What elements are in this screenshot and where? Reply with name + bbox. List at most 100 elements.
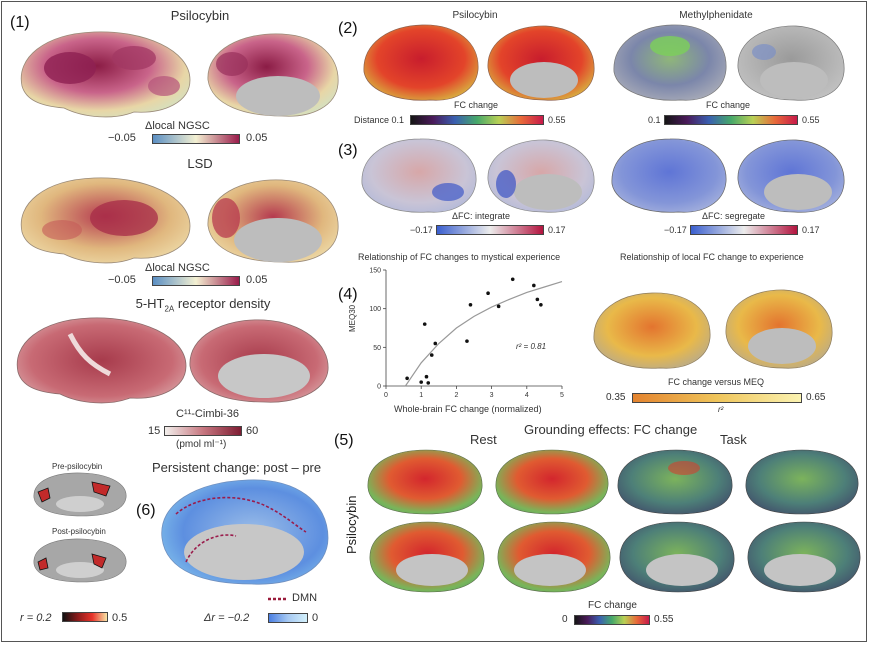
p3-right-colorbar bbox=[690, 225, 798, 235]
rest-right-lateral-brain bbox=[495, 449, 609, 515]
scatter-point bbox=[433, 341, 438, 346]
x-tick-label: 4 bbox=[525, 392, 529, 399]
receptor-cb-label: C¹¹-Cimbi-36 bbox=[176, 408, 239, 420]
meq-brain-title: Relationship of local FC change to exper… bbox=[620, 252, 804, 262]
dmn-legend-label: DMN bbox=[292, 592, 318, 604]
persistent-cb-max: 0 bbox=[312, 612, 319, 624]
psilocybin-medial-brain bbox=[207, 33, 339, 117]
p2-left-cb-label: FC change bbox=[454, 100, 499, 110]
scatter-point bbox=[405, 376, 409, 381]
p3-left-colorbar bbox=[436, 225, 544, 235]
meq-cb-sub: r² bbox=[718, 405, 724, 414]
scatter-point bbox=[496, 304, 501, 309]
dmn-legend-line bbox=[268, 597, 288, 601]
p2-right-cb-label: FC change bbox=[706, 100, 751, 110]
cb1-label: Δlocal NGSC bbox=[145, 120, 210, 132]
scatter-point bbox=[539, 303, 543, 307]
receptor-medial-brain bbox=[189, 319, 329, 403]
meq-cb-min: 0.35 bbox=[606, 392, 626, 403]
panel-3-label: (3) bbox=[338, 142, 358, 159]
p5-colorbar bbox=[574, 615, 650, 625]
scatter-point bbox=[486, 291, 490, 295]
integrate-medial-brain bbox=[487, 139, 595, 213]
persistent-colorbar bbox=[268, 613, 308, 623]
psilocybin-lateral-brain bbox=[20, 31, 191, 118]
lsd-medial-brain bbox=[207, 179, 339, 263]
receptor-title: 5-HT2A receptor density bbox=[135, 296, 271, 314]
ngsc-colorbar-2 bbox=[152, 276, 240, 286]
meq-medial-brain bbox=[725, 289, 833, 369]
p2-right-colorbar bbox=[664, 115, 798, 125]
scatter-ylabel: MEQ30 bbox=[348, 304, 357, 332]
methylphenidate-fc-lateral-brain bbox=[613, 24, 727, 101]
scatter-point bbox=[510, 277, 515, 282]
ngsc-colorbar-1 bbox=[152, 134, 240, 144]
scatter-point bbox=[422, 322, 427, 326]
p2-left-colorbar bbox=[410, 115, 544, 125]
scatter-xlabel: Whole-brain FC change (normalized) bbox=[394, 404, 542, 414]
scatter-point bbox=[424, 374, 429, 379]
scatter-point bbox=[465, 339, 469, 343]
receptor-colorbar bbox=[164, 426, 242, 436]
receptor-cb-min: 15 bbox=[148, 425, 161, 437]
p2-right-cb-min: 0.1 bbox=[648, 115, 661, 125]
x-tick-label: 3 bbox=[490, 392, 494, 399]
receptor-cb-unit: (pmol ml⁻¹) bbox=[176, 439, 227, 450]
methylphenidate-fc-medial-brain bbox=[737, 25, 845, 101]
y-tick-label: 50 bbox=[373, 345, 381, 352]
scatter-title: Relationship of FC changes to mystical e… bbox=[358, 252, 561, 262]
r-min: r = 0.2 bbox=[20, 612, 52, 624]
panel-6-label: (6) bbox=[136, 502, 156, 519]
lsd-lateral-brain bbox=[20, 177, 191, 264]
pre-psilocybin-label: Pre-psilocybin bbox=[52, 462, 103, 471]
receptor-lateral-brain bbox=[16, 317, 187, 404]
persistent-cb-min: Δr = −0.2 bbox=[204, 612, 250, 624]
lsd-title: LSD bbox=[187, 156, 213, 171]
psilocybin-title: Psilocybin bbox=[170, 8, 230, 23]
p5-cb-max: 0.55 bbox=[654, 614, 674, 625]
task-right-lateral-brain bbox=[745, 449, 859, 515]
task-label: Task bbox=[720, 432, 747, 447]
rest-label: Rest bbox=[470, 432, 497, 447]
panel-4-label: (4) bbox=[338, 286, 358, 303]
p3-left-cb-label: ΔFC: integrate bbox=[452, 211, 511, 221]
panel2-psilocybin-title: Psilocybin bbox=[452, 10, 498, 21]
fit-curve bbox=[404, 281, 563, 387]
x-tick-label: 1 bbox=[419, 392, 423, 399]
y-tick-label: 0 bbox=[377, 384, 381, 391]
r-colorbar bbox=[62, 612, 108, 622]
p3-left-cb-min: −0.17 bbox=[410, 225, 433, 235]
y-tick-label: 150 bbox=[369, 268, 381, 275]
segregate-lateral-brain bbox=[611, 138, 727, 213]
pre-psilocybin-brain bbox=[33, 472, 127, 517]
r-max: 0.5 bbox=[112, 612, 128, 624]
meq-cb-max: 0.65 bbox=[806, 392, 826, 403]
x-tick-label: 0 bbox=[384, 392, 388, 399]
receptor-cb-max: 60 bbox=[246, 425, 259, 437]
rest-left-lateral-brain bbox=[367, 449, 483, 515]
y-tick-label: 100 bbox=[369, 306, 381, 313]
cb2-max: 0.05 bbox=[246, 274, 268, 286]
cb2-label: Δlocal NGSC bbox=[145, 262, 210, 274]
persistent-change-brain bbox=[161, 479, 329, 585]
panel2-methylphenidate-title: Methylphenidate bbox=[679, 10, 753, 21]
post-psilocybin-label: Post-psilocybin bbox=[52, 527, 106, 536]
task-left-medial-brain bbox=[619, 521, 735, 593]
scatter-point bbox=[468, 303, 473, 307]
segregate-medial-brain bbox=[737, 139, 845, 213]
p3-right-cb-max: 0.17 bbox=[802, 225, 820, 235]
p2-right-cb-max: 0.55 bbox=[802, 115, 820, 125]
grounding-title: Grounding effects: FC change bbox=[524, 422, 698, 437]
p2-left-cb-max: 0.55 bbox=[548, 115, 566, 125]
rest-left-medial-brain bbox=[369, 521, 485, 593]
task-left-lateral-brain bbox=[617, 449, 733, 515]
task-right-medial-brain bbox=[747, 521, 861, 593]
p5-cb-min: 0 bbox=[562, 614, 568, 625]
panel-2-label: (2) bbox=[338, 20, 358, 37]
scatter-point bbox=[419, 380, 423, 384]
r2-annotation: r² = 0.81 bbox=[516, 342, 547, 351]
scatter-point bbox=[426, 381, 431, 385]
p5-cb-label: FC change bbox=[588, 600, 637, 611]
